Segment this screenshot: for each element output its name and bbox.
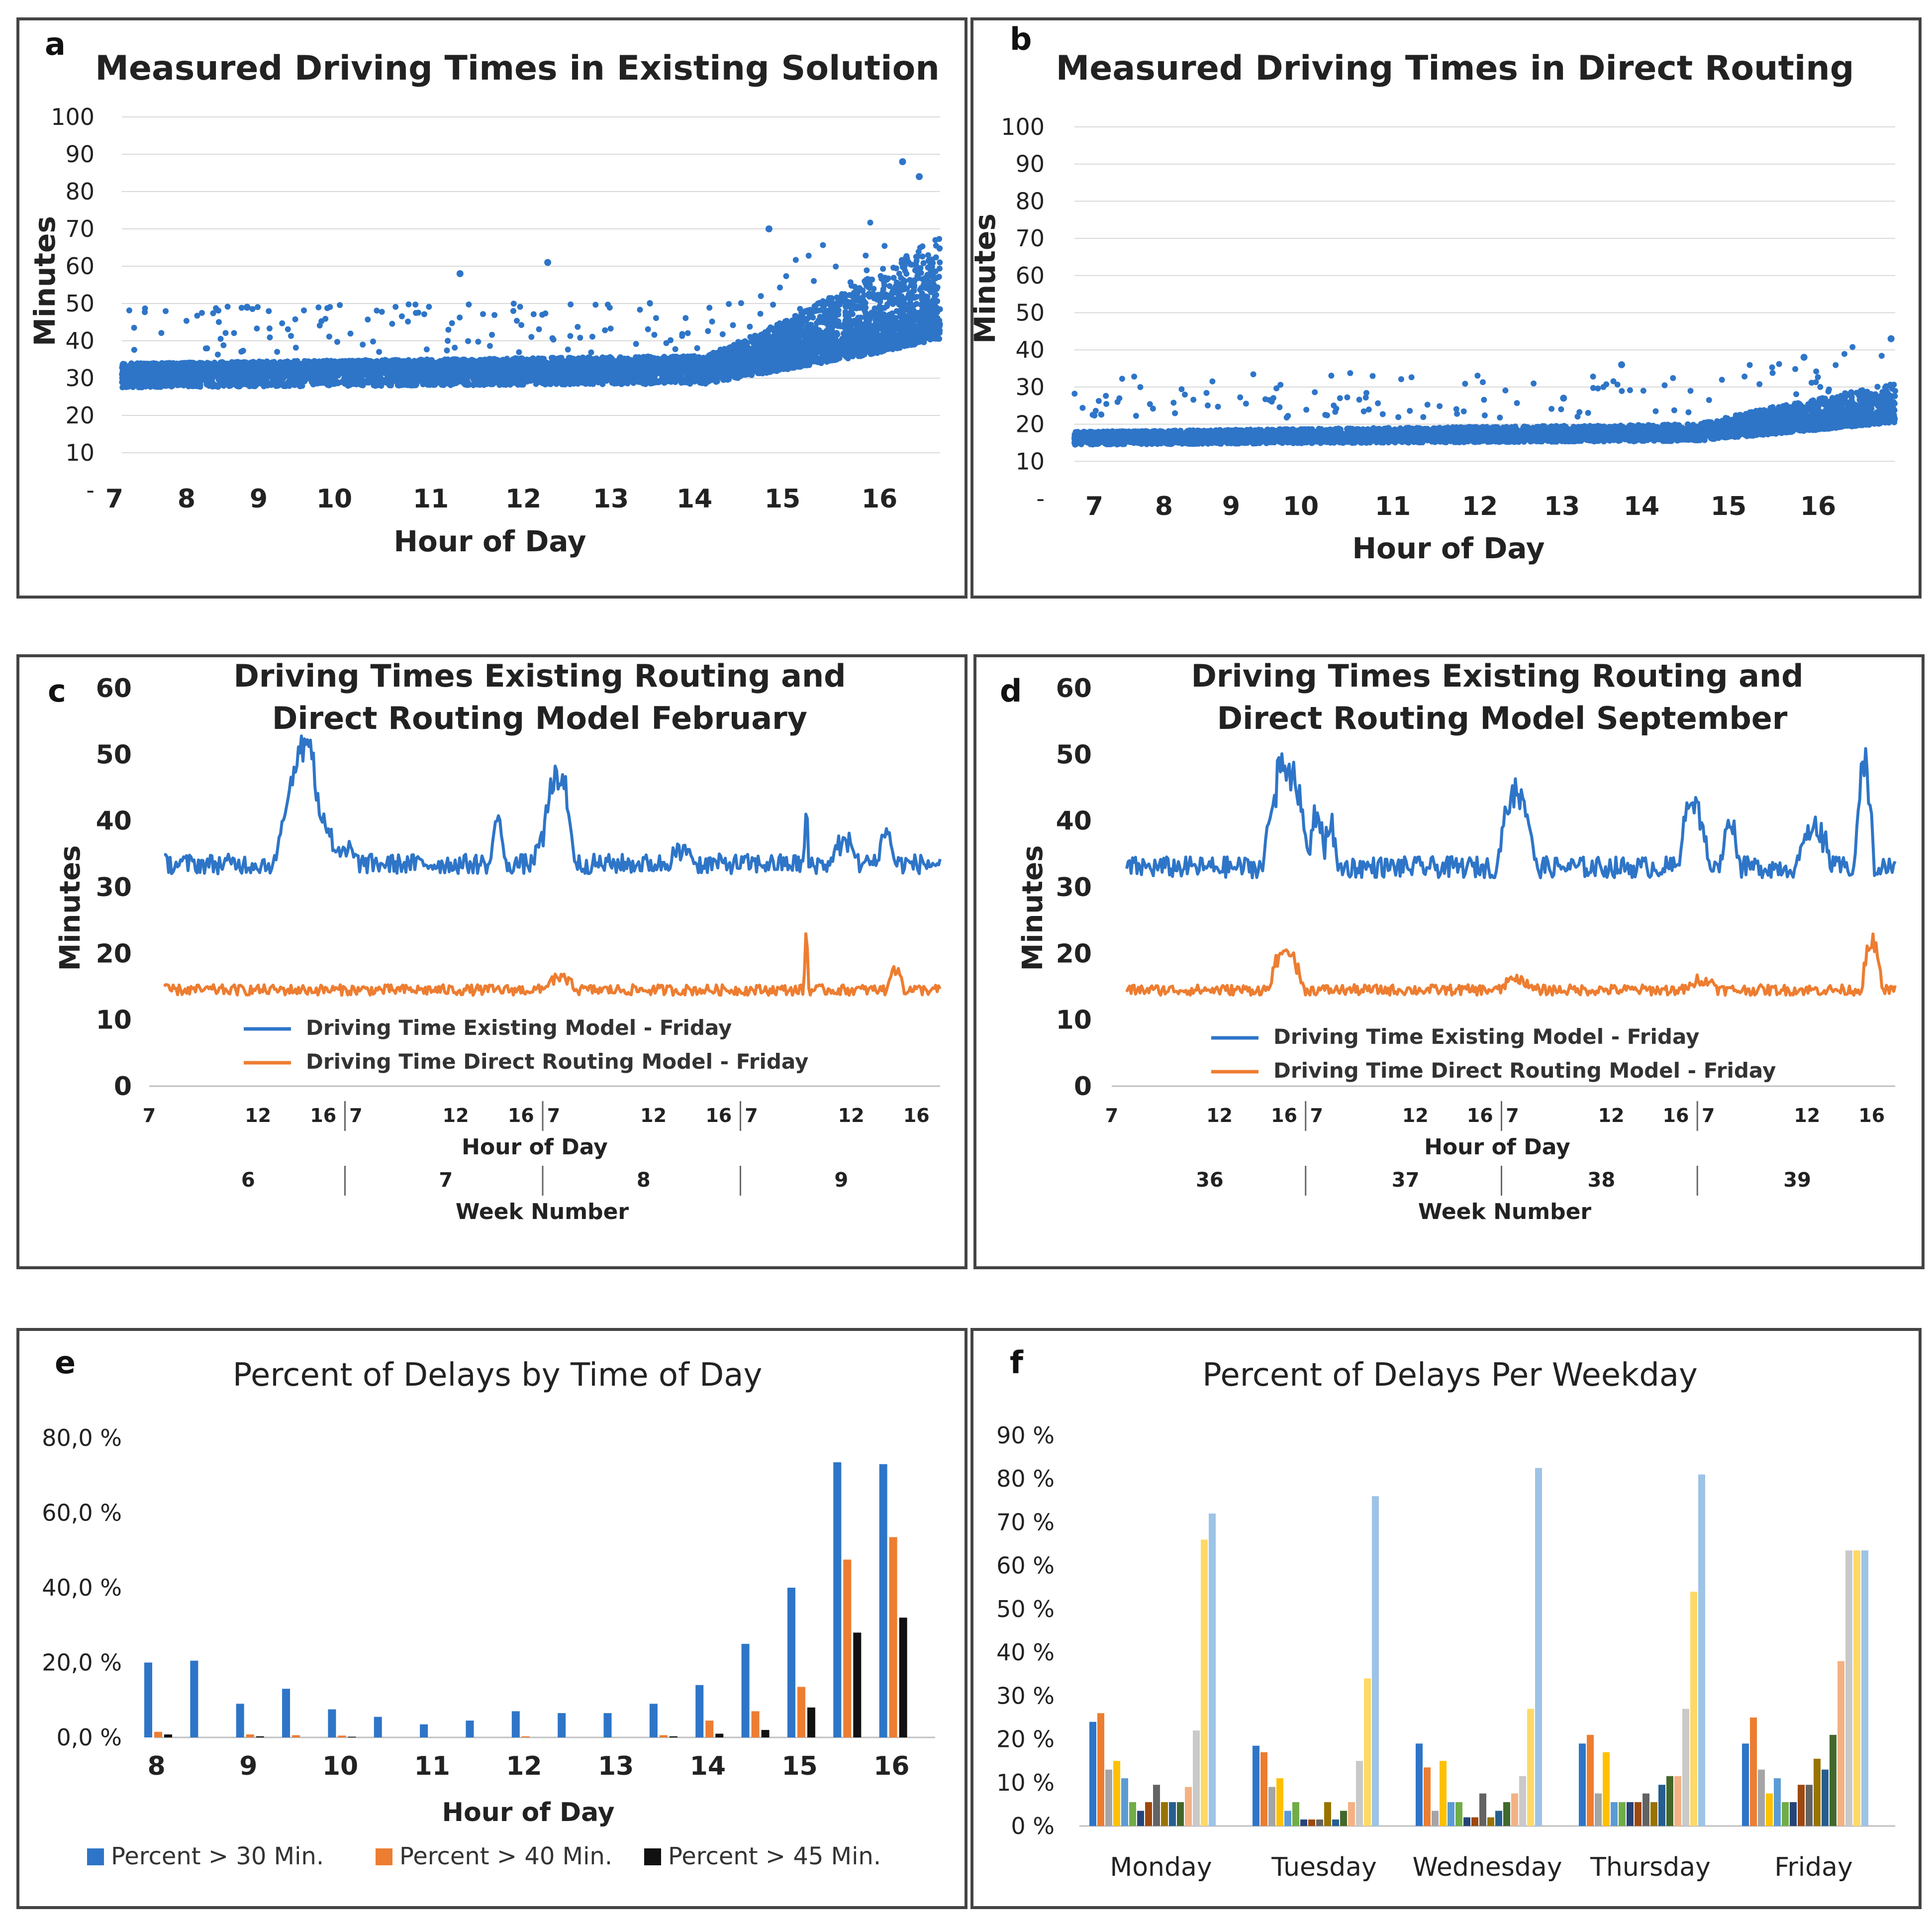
y-tick-label: 60 — [65, 253, 95, 280]
x-tick-label: 14 — [676, 484, 712, 514]
chart-a-ylabel: Minutes — [28, 216, 62, 346]
panel-a-scatter-existing: a Measured Driving Times in Existing Sol… — [16, 17, 967, 599]
x-tick-label: 11 — [413, 484, 449, 514]
x-tick-label: 7 — [105, 484, 123, 514]
y-tick-label: 20 — [65, 402, 95, 429]
scatter-point — [925, 252, 931, 258]
y-tick-label: 70 — [65, 215, 95, 242]
scatter-point — [903, 271, 910, 277]
panel-a-letter: a — [45, 26, 66, 62]
chart-a-title: Measured Driving Times in Existing Solut… — [95, 49, 939, 88]
x-tick-label: 16 — [862, 484, 897, 514]
x-tick-label: 15 — [765, 484, 800, 514]
x-tick-label: 8 — [178, 484, 195, 514]
scatter-point — [890, 275, 897, 281]
y-tick-label: 10 — [65, 439, 95, 466]
scatter-point — [937, 259, 943, 266]
x-tick-label: 10 — [316, 484, 352, 514]
y-tick-label: 30 — [65, 365, 95, 392]
x-tick-label: 12 — [505, 484, 541, 514]
y-tick-label: 40 — [65, 327, 95, 354]
x-tick-label: 13 — [593, 484, 629, 514]
y-tick-label: 80 — [65, 178, 95, 205]
scatter-point — [933, 254, 939, 261]
y-tick-label: 100 — [51, 103, 95, 130]
scatter-point — [936, 265, 943, 272]
chart-a-xlabel: Hour of Day — [393, 524, 586, 558]
y-tick-label: 90 — [65, 141, 95, 168]
scatter-point — [880, 266, 886, 272]
x-tick-label: 9 — [250, 484, 268, 514]
y-tick-label: 50 — [65, 290, 95, 317]
y-tick-label: - — [86, 477, 95, 504]
